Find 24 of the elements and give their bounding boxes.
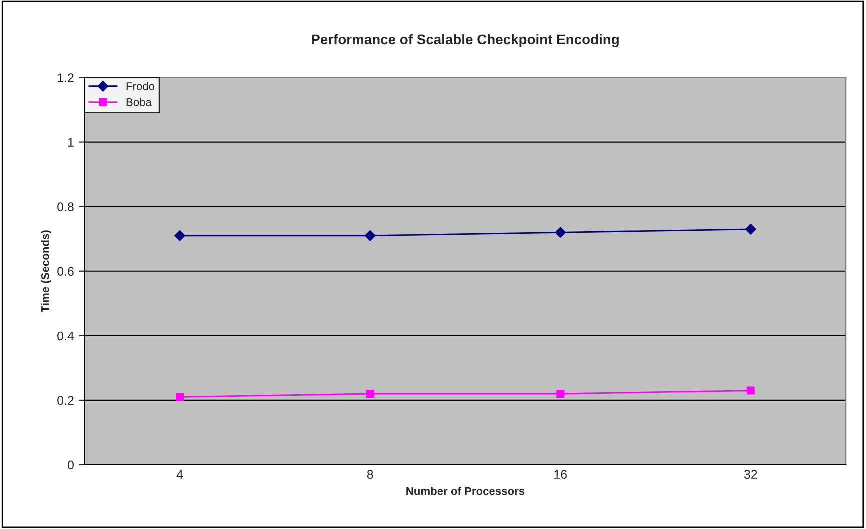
point (555, 227, 566, 238)
x-tick-label: 4 (176, 470, 184, 479)
x-axis-title: Number of Processors (406, 487, 525, 496)
point (556, 390, 565, 398)
y-tick-label: 0.2 (58, 396, 74, 406)
x-tick-label: 16 (554, 470, 568, 480)
chart-title: Performance of Scalable Checkpoint Encoding (312, 34, 619, 48)
point (746, 386, 755, 395)
point (174, 230, 186, 242)
legend-label: Boba (126, 98, 152, 106)
y-tick-label: 0.4 (58, 332, 74, 341)
y-tick-label: 0.6 (58, 267, 74, 276)
y-tick-label: 0 (68, 460, 74, 470)
y-axis-title: Time (Seconds) (41, 230, 52, 313)
y-tick-label: 1 (68, 138, 74, 147)
point (366, 390, 374, 398)
point (364, 230, 376, 242)
point (746, 224, 756, 235)
y-tick-label: 1.2 (58, 74, 74, 82)
x-tick-label: 32 (744, 470, 758, 480)
y-tick-label: 0.8 (58, 202, 74, 212)
x-tick-label: 8 (367, 470, 374, 480)
point (176, 393, 184, 402)
legend-label: Frodo (126, 82, 155, 90)
